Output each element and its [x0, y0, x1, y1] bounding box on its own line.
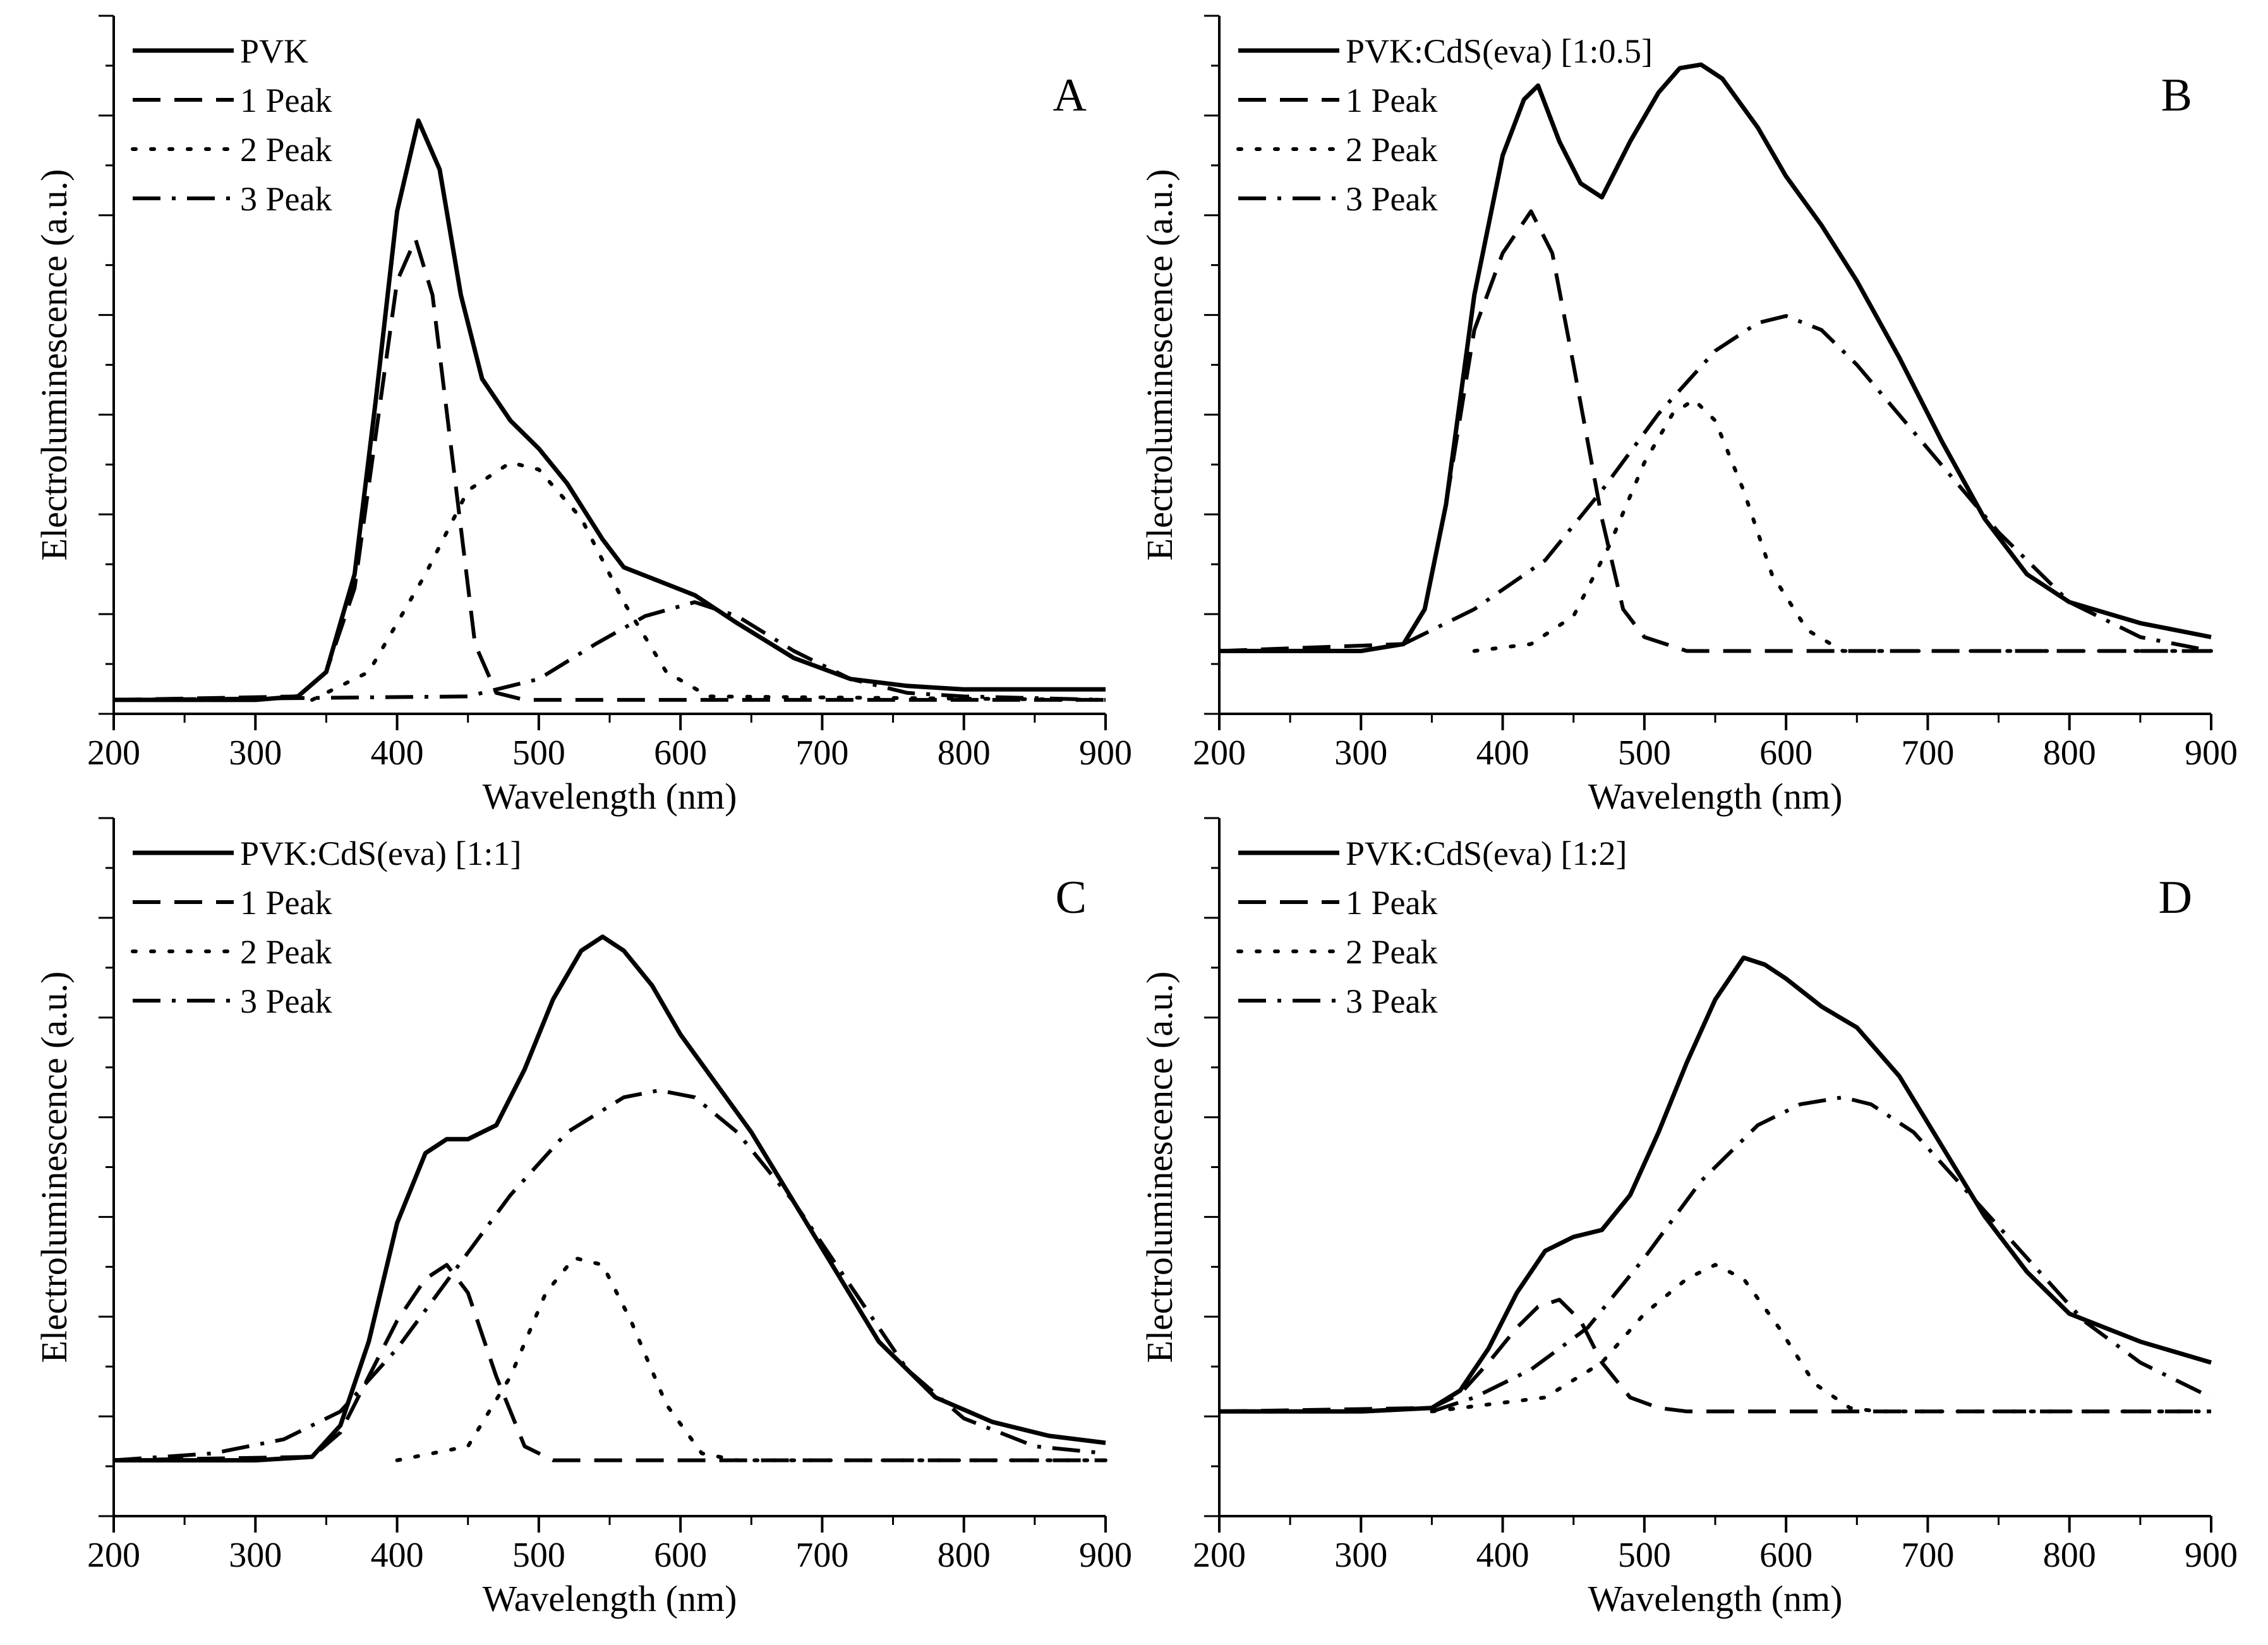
x-tick-label: 600: [1759, 733, 1813, 773]
legend-label: 3 Peak: [240, 180, 332, 218]
series-line-solid: [114, 118, 1106, 702]
legend: PVK 1 Peak 2 Peak 3 Peak: [131, 32, 332, 218]
legend-label: PVK: [240, 32, 308, 70]
legend-label: 3 Peak: [1346, 982, 1437, 1020]
x-tick-label: 600: [654, 733, 707, 773]
x-axis-title: Wavelength (nm): [1588, 776, 1843, 817]
legend-label: PVK:CdS(eva) [1:1]: [240, 835, 521, 872]
x-tick-label: 400: [1476, 733, 1529, 773]
x-tick-label: 600: [1759, 1536, 1813, 1575]
legend-label: PVK:CdS(eva) [1:2]: [1346, 835, 1627, 872]
x-tick-label: 700: [795, 733, 848, 773]
series-line-dashed: [1219, 1298, 2211, 1414]
series-line-dash-dot: [113, 1088, 1106, 1462]
legend-label: 1 Peak: [1346, 884, 1437, 922]
panel-letter: C: [1056, 872, 1087, 924]
legend-label: 2 Peak: [240, 933, 332, 971]
x-axis-title: Wavelength (nm): [483, 1578, 737, 1619]
x-tick-label: 800: [938, 733, 991, 773]
series-line-dotted: [395, 1256, 1107, 1462]
x-tick-label: 800: [2043, 1536, 2096, 1575]
legend-label: 3 Peak: [240, 982, 332, 1020]
series-line-dotted: [310, 461, 1107, 702]
x-tick-label: 300: [229, 1536, 282, 1575]
y-axis-title: Electroluminescence (a.u.): [33, 972, 75, 1363]
legend: PVK:CdS(eva) [1:0.5] 1 Peak 2 Peak 3 Peak: [1236, 32, 1653, 218]
x-tick-label: 500: [1618, 733, 1671, 773]
x-axis-title: Wavelength (nm): [483, 776, 737, 817]
legend-label: 2 Peak: [1346, 933, 1437, 971]
series-line-dash-dot: [1402, 314, 2212, 653]
x-tick-label: 900: [2185, 1536, 2238, 1575]
series-line-solid: [1219, 62, 2212, 653]
x-tick-label: 900: [1079, 733, 1132, 773]
x-tick-label: 700: [795, 1536, 848, 1575]
panel-d: 200 300 400 500 600 700 800 900 Wavelength (nm) E…: [1139, 817, 2238, 1619]
x-tick-label: 400: [371, 1536, 424, 1575]
series-line-solid: [114, 934, 1106, 1463]
x-tick-label: 400: [371, 733, 424, 773]
panel-a: 200 300 400 500 600 700 800 900 Wavelength (nm) E…: [33, 15, 1132, 817]
panel-letter: B: [2161, 69, 2192, 121]
legend-label: 2 Peak: [240, 131, 332, 169]
x-tick-label: 200: [87, 1536, 140, 1575]
x-tick-label: 600: [654, 1536, 707, 1575]
panel-c: 200 300 400 500 600 700 800 900 Wavelength (nm) E…: [33, 817, 1132, 1619]
legend-label: 1 Peak: [240, 81, 332, 119]
x-tick-label: 200: [1193, 1536, 1246, 1575]
legend-label: 1 Peak: [240, 884, 332, 922]
panel-letter: A: [1053, 69, 1087, 121]
x-tick-label: 500: [512, 1536, 565, 1575]
panel-b: 200 300 400 500 600 700 800 900 Wavelength (nm) E…: [1139, 15, 2238, 817]
legend-label: PVK:CdS(eva) [1:0.5]: [1346, 32, 1653, 70]
x-tick-label: 500: [512, 733, 565, 773]
x-axis-title: Wavelength (nm): [1588, 1578, 1843, 1619]
series-line-dashed: [113, 237, 1106, 702]
legend: PVK:CdS(eva) [1:2] 1 Peak 2 Peak 3 Peak: [1236, 835, 1627, 1020]
x-tick-label: 200: [1193, 733, 1246, 773]
legend-label: 2 Peak: [1346, 131, 1437, 169]
y-axis-title: Electroluminescence (a.u.): [33, 169, 75, 561]
x-tick-label: 300: [1334, 1536, 1387, 1575]
y-axis-title: Electroluminescence (a.u.): [1139, 972, 1180, 1363]
x-tick-label: 900: [2185, 733, 2238, 773]
series-line-dash-dot: [1431, 1095, 2212, 1414]
legend: PVK:CdS(eva) [1:1] 1 Peak 2 Peak 3 Peak: [131, 835, 521, 1020]
y-axis-title: Electroluminescence (a.u.): [1139, 169, 1180, 561]
series-line-solid: [1219, 955, 2212, 1414]
panel-letter: D: [2159, 872, 2192, 924]
legend-label: 1 Peak: [1346, 81, 1437, 119]
x-tick-label: 500: [1618, 1536, 1671, 1575]
x-tick-label: 700: [1901, 733, 1954, 773]
x-tick-label: 300: [229, 733, 282, 773]
x-tick-label: 700: [1901, 1536, 1954, 1575]
x-tick-label: 900: [1079, 1536, 1132, 1575]
series-line-dashed: [113, 1263, 1106, 1462]
series-line-dashed: [1219, 209, 2211, 653]
x-tick-label: 800: [938, 1536, 991, 1575]
x-tick-label: 800: [2043, 733, 2096, 773]
legend-label: 3 Peak: [1346, 180, 1437, 218]
series-line-dash-dot: [113, 600, 1106, 702]
x-tick-label: 200: [87, 733, 140, 773]
x-tick-label: 400: [1476, 1536, 1529, 1575]
x-tick-label: 300: [1334, 733, 1387, 773]
series-line-dotted: [1430, 1263, 2213, 1414]
